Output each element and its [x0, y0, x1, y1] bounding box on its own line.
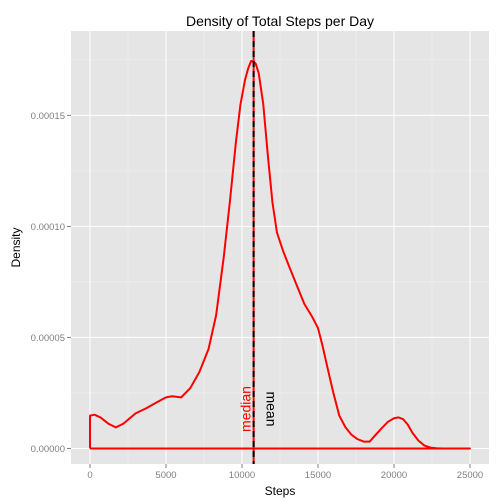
median-label: median — [238, 386, 254, 432]
mean-label: mean — [264, 391, 280, 426]
minor-gridlines — [71, 31, 489, 464]
x-tick-label: 25000 — [457, 470, 483, 481]
y-tick-label: 0.00000 — [31, 444, 65, 455]
x-tick-label: 20000 — [381, 470, 407, 481]
y-tick-label: 0.00010 — [31, 222, 65, 233]
y-tick-label: 0.00015 — [31, 111, 65, 122]
chart-title: Density of Total Steps per Day — [186, 13, 374, 29]
reference-lines: mean median — [238, 31, 280, 464]
series-layer — [89, 59, 471, 450]
x-tick-label: 10000 — [229, 470, 255, 481]
y-axis-title: Density — [9, 227, 23, 267]
x-tick-label: 5000 — [155, 470, 176, 481]
x-axis: 0 5000 10000 15000 20000 25000 — [87, 464, 483, 481]
density-curve — [89, 59, 471, 450]
y-tick-label: 0.00005 — [31, 333, 65, 344]
y-axis: 0.00000 0.00005 0.00010 0.00015 — [31, 111, 71, 455]
x-tick-label: 0 — [87, 470, 92, 481]
x-tick-label: 15000 — [305, 470, 331, 481]
x-axis-title: Steps — [265, 484, 296, 498]
